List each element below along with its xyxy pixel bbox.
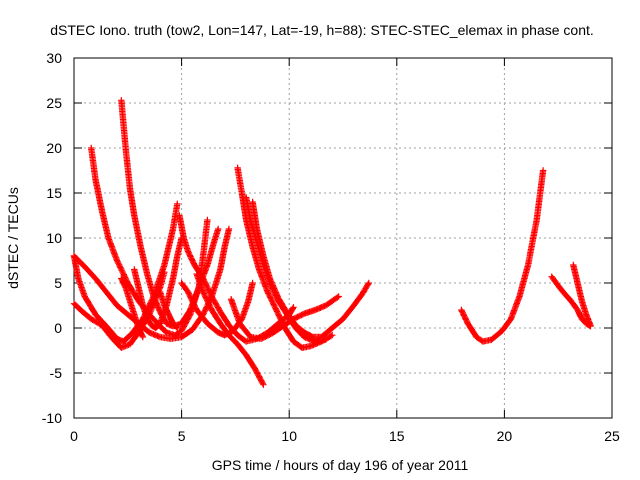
y-tick-labels: -10 -5 0 5 10 15 20 25 30 bbox=[42, 50, 62, 426]
series-track bbox=[227, 293, 342, 342]
y-tick-label: 15 bbox=[46, 185, 62, 201]
series-track bbox=[570, 261, 594, 329]
series-track bbox=[548, 273, 594, 330]
x-tick-label: 10 bbox=[281, 428, 297, 444]
y-tick-label: 30 bbox=[46, 50, 62, 66]
series-markers bbox=[249, 198, 373, 341]
chart-title: dSTEC Iono. truth (tow2, Lon=147, Lat=-1… bbox=[50, 22, 594, 38]
plot-frame bbox=[73, 57, 613, 419]
series-track bbox=[156, 288, 181, 332]
y-tick-label: -10 bbox=[42, 410, 62, 426]
x-tick-label: 20 bbox=[497, 428, 513, 444]
series-track bbox=[118, 275, 147, 341]
series-track bbox=[234, 164, 336, 351]
series-track bbox=[249, 198, 373, 341]
series-track bbox=[193, 270, 267, 388]
y-tick-label: 10 bbox=[46, 230, 62, 246]
y-axis-label: dSTEC / TECUs bbox=[5, 187, 21, 289]
x-tick-label: 15 bbox=[389, 428, 405, 444]
y-tick-label: 5 bbox=[54, 275, 62, 291]
y-tick-label: 25 bbox=[46, 95, 62, 111]
x-tick-label: 25 bbox=[604, 428, 620, 444]
series-markers bbox=[458, 167, 547, 345]
x-tick-labels: 0 5 10 15 20 25 bbox=[70, 428, 620, 444]
y-tick-label: 0 bbox=[54, 320, 62, 336]
x-axis-label: GPS time / hours of day 196 of year 2011 bbox=[212, 457, 469, 473]
series-track bbox=[458, 167, 547, 345]
x-tick-label: 5 bbox=[178, 428, 186, 444]
y-tick-label: 20 bbox=[46, 140, 62, 156]
y-tick-label: -5 bbox=[50, 365, 63, 381]
data-marks bbox=[70, 97, 594, 388]
x-tick-label: 0 bbox=[70, 428, 78, 444]
